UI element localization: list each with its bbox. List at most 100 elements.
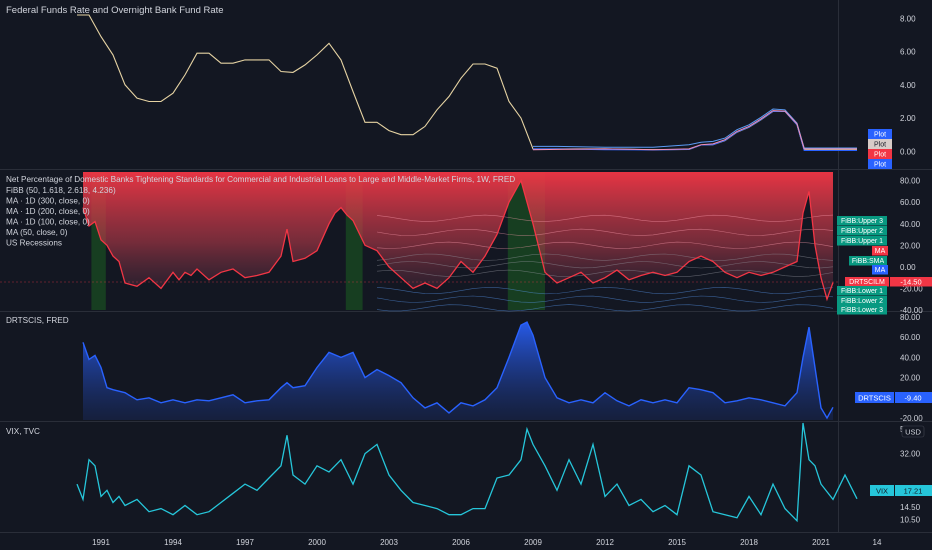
drtscilm-line [82,178,834,302]
drtscis-axis-tick: 80.00 [900,313,921,322]
currency-button-bg[interactable] [901,425,925,438]
fed-plot-tags: Plot Plot Plot Plot [868,129,892,169]
fibb-bands [376,214,834,312]
time-axis-label: 2006 [452,538,470,547]
drtscis-axis-tick: -20.00 [900,414,923,423]
drtscis-tag-value: -9.40 [904,394,921,403]
vix-tag-label: VIX [876,487,888,496]
drtscilm-price-tag: -14.50 [900,277,921,286]
indicator-tag: FiBB:Lower 3 [841,307,883,314]
plot-tag: Plot [874,162,886,169]
indicator-tag: FiBB:Lower 2 [841,298,883,305]
indicator-tag-bg [845,277,889,287]
fed-series-line [533,110,857,151]
indicator-tag-bg [837,305,887,315]
fed-axis-tick: 0.00 [900,147,916,156]
plot-tag-bg [868,139,892,149]
drtscis-axis-tick: 20.00 [900,374,921,383]
fed-axis-tick: 6.00 [900,48,916,57]
indicator-tag-bg [872,265,888,275]
indicator-tag-bg [849,256,887,266]
plot-tag-bg [868,159,892,169]
fibb-band-line [376,253,834,261]
drtscis-line [82,321,834,420]
indicator-tag-bg [837,296,887,306]
indicator-tag: FiBB:Upper 1 [841,238,883,245]
indicator-tag: DRTSCILM [849,279,885,286]
time-axis-label: 1994 [164,538,182,547]
fibb-band-line [376,287,834,295]
drts-axis-tick: 40.00 [900,220,921,229]
legend-ma-200: MA · 1D (200, close, 0) [6,207,90,216]
drts-price-axis[interactable]: 80.00 60.00 40.00 20.00 0.00 -20.00 -40.00 [900,177,923,315]
legend-ma-50: MA (50, close, 0) [6,228,68,237]
legend-fibb: FiBB (50, 1.618, 2.618, 4.236) [6,186,116,195]
drts-legend-title: Net Percentage of Domestic Banks Tighten… [6,175,515,184]
drtscis-tag: DRTSCIS -9.40 [855,392,932,403]
legend-us-recessions: US Recessions [6,239,62,248]
plot-tag-bg [868,129,892,139]
legend-ma-300: MA · 1D (300, close, 0) [6,197,90,206]
indicator-tag: MA [875,267,886,274]
plot-tag: Plot [874,132,886,139]
price-tag-bg [890,277,932,287]
vix-tag-value-bg [895,485,932,496]
plot-tag: Plot [874,152,886,159]
time-axis[interactable]: 1991 1994 1997 2000 2003 2006 2009 2012 2015 2018… [92,538,882,547]
time-axis-label: 2000 [308,538,326,547]
vix-tag-value: 17.21 [904,487,923,496]
time-axis-label: 2015 [668,538,686,547]
vix-tag: VIX 17.21 [870,485,932,496]
plot-tag: Plot [874,142,886,149]
drtscis-axis-tick: 40.00 [900,353,921,362]
vix-axis-tick: 14.50 [900,503,921,512]
indicator-tag-bg [837,226,887,236]
drtscis-tag-value-bg [895,392,932,403]
time-axis-label: 14 [873,538,882,547]
fed-funds-pane[interactable]: Federal Funds Rate and Overnight Bank Fu… [6,5,916,169]
fibb-band-line [376,295,834,303]
time-axis-label: 1997 [236,538,254,547]
drtscilm-pane[interactable]: Net Percentage of Domestic Banks Tighten… [0,172,932,315]
fibb-band-line [376,304,834,312]
drtscis-pane-title: DRTSCIS, FRED [6,316,69,325]
indicator-tag: FiBB:Lower 1 [841,288,883,295]
time-axis-label: 2012 [596,538,614,547]
vix-axis-tick: 32.00 [900,450,921,459]
fibb-band-line [376,269,834,277]
vix-axis-tick: 10.50 [900,515,921,524]
fed-axis-tick: 4.00 [900,81,916,90]
fed-price-axis[interactable]: 8.00 6.00 4.00 2.00 0.00 [900,14,916,156]
fed-axis-tick: 8.00 [900,14,916,23]
indicator-tag-bg [837,286,887,296]
time-axis-label: 2009 [524,538,542,547]
fibb-band-line [376,228,834,236]
fed-pane-title: Federal Funds Rate and Overnight Bank Fu… [6,5,224,16]
indicator-tag-bg [872,246,888,256]
plot-tag-bg [868,149,892,159]
vix-pane-title: VIX, TVC [6,427,40,436]
fibb-band-line [376,241,834,249]
fed-series-line [533,108,857,149]
fed-axis-tick: 2.00 [900,114,916,123]
drtscis-pane[interactable]: DRTSCIS, FRED 80.0060.0040.0020.000.00-2… [6,313,932,423]
indicator-tag: FiBB:Upper 2 [841,228,883,235]
drts-axis-tick: 20.00 [900,241,921,250]
vix-line [76,422,858,523]
fibb-band-line [376,214,834,222]
drts-legend: Net Percentage of Domestic Banks Tighten… [6,175,515,248]
time-axis-label: 1991 [92,538,110,547]
drts-axis-tick: 0.00 [900,263,916,272]
drtscis-tag-label-bg [855,392,894,403]
vix-tag-label-bg [870,485,894,496]
fibb-band-line [376,261,834,269]
time-axis-label: 2021 [812,538,830,547]
fed-series-line [532,110,857,151]
currency-button[interactable]: USD [905,428,921,437]
legend-ma-100: MA · 1D (100, close, 0) [6,218,90,227]
fed-lines [77,14,857,151]
drtscilm-area [83,172,833,300]
